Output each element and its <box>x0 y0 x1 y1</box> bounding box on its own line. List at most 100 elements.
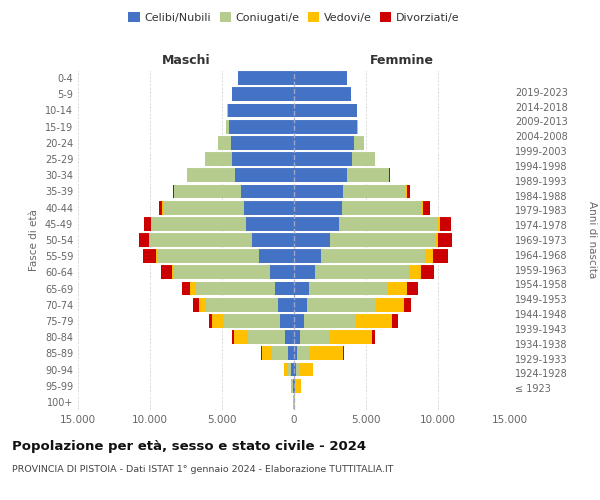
Y-axis label: Fasce di età: Fasce di età <box>29 209 39 271</box>
Bar <box>238 71 294 85</box>
Bar <box>294 120 356 134</box>
Y-axis label: Anni di nascita: Anni di nascita <box>587 202 597 278</box>
Bar <box>232 152 294 166</box>
Bar <box>389 168 391 182</box>
Bar <box>315 266 410 280</box>
Bar <box>294 168 347 182</box>
Text: Popolazione per età, sesso e stato civile - 2024: Popolazione per età, sesso e stato civil… <box>12 440 366 453</box>
Bar <box>356 120 358 134</box>
Bar <box>244 200 294 214</box>
Bar <box>187 168 235 182</box>
Bar <box>294 250 322 263</box>
Bar <box>330 233 435 247</box>
Bar <box>294 200 341 214</box>
Bar <box>151 217 247 230</box>
Bar <box>218 136 230 149</box>
Bar <box>230 136 294 149</box>
Bar <box>435 233 438 247</box>
Bar <box>232 330 233 344</box>
Bar <box>190 282 194 296</box>
Bar <box>310 346 343 360</box>
Bar <box>372 330 376 344</box>
Bar <box>331 330 372 344</box>
Bar <box>235 168 294 182</box>
Bar <box>347 168 389 182</box>
Bar <box>294 233 330 247</box>
Bar <box>304 314 356 328</box>
Bar <box>175 266 269 280</box>
Bar <box>294 266 315 280</box>
Bar <box>422 200 424 214</box>
Bar <box>155 250 157 263</box>
Bar <box>296 379 301 392</box>
Bar <box>294 71 347 85</box>
Bar <box>307 298 376 312</box>
Bar <box>293 379 294 392</box>
Bar <box>206 298 278 312</box>
Bar <box>296 362 299 376</box>
Bar <box>291 362 294 376</box>
Bar <box>271 346 288 360</box>
Bar <box>175 184 241 198</box>
Bar <box>352 152 374 166</box>
Bar <box>407 184 410 198</box>
Bar <box>294 152 352 166</box>
Bar <box>440 217 451 230</box>
Bar <box>212 314 223 328</box>
Bar <box>262 346 271 360</box>
Bar <box>387 282 407 296</box>
Bar <box>343 346 344 360</box>
Bar <box>173 184 175 198</box>
Bar <box>157 250 259 263</box>
Bar <box>291 379 292 392</box>
Bar <box>294 314 304 328</box>
Bar <box>247 330 284 344</box>
Bar <box>355 136 364 149</box>
Bar <box>433 250 448 263</box>
Bar <box>438 233 452 247</box>
Bar <box>410 266 421 280</box>
Bar <box>233 330 247 344</box>
Bar <box>424 200 430 214</box>
Bar <box>241 184 294 198</box>
Bar <box>438 217 440 230</box>
Bar <box>295 379 296 392</box>
Bar <box>299 362 313 376</box>
Bar <box>288 346 294 360</box>
Bar <box>149 233 150 247</box>
Bar <box>338 217 438 230</box>
Bar <box>284 330 294 344</box>
Bar <box>294 298 307 312</box>
Bar <box>294 184 343 198</box>
Bar <box>392 314 398 328</box>
Bar <box>182 282 190 296</box>
Bar <box>193 298 199 312</box>
Bar <box>163 200 244 214</box>
Bar <box>228 104 294 118</box>
Bar <box>292 379 293 392</box>
Bar <box>297 346 310 360</box>
Bar <box>223 314 280 328</box>
Bar <box>376 298 404 312</box>
Bar <box>143 217 151 230</box>
Bar <box>341 200 422 214</box>
Bar <box>356 314 392 328</box>
Legend: Celibi/Nubili, Coniugati/e, Vedovi/e, Divorziati/e: Celibi/Nubili, Coniugati/e, Vedovi/e, Di… <box>124 8 464 28</box>
Bar <box>404 298 412 312</box>
Bar <box>269 266 294 280</box>
Bar <box>322 250 427 263</box>
Bar <box>287 362 291 376</box>
Text: Maschi: Maschi <box>161 54 211 67</box>
Bar <box>278 298 294 312</box>
Bar <box>199 298 206 312</box>
Bar <box>309 282 387 296</box>
Bar <box>261 346 262 360</box>
Bar <box>343 184 406 198</box>
Bar <box>294 217 338 230</box>
Bar <box>421 266 434 280</box>
Bar <box>294 136 355 149</box>
Bar <box>150 233 252 247</box>
Bar <box>294 379 295 392</box>
Bar <box>252 233 294 247</box>
Bar <box>172 266 175 280</box>
